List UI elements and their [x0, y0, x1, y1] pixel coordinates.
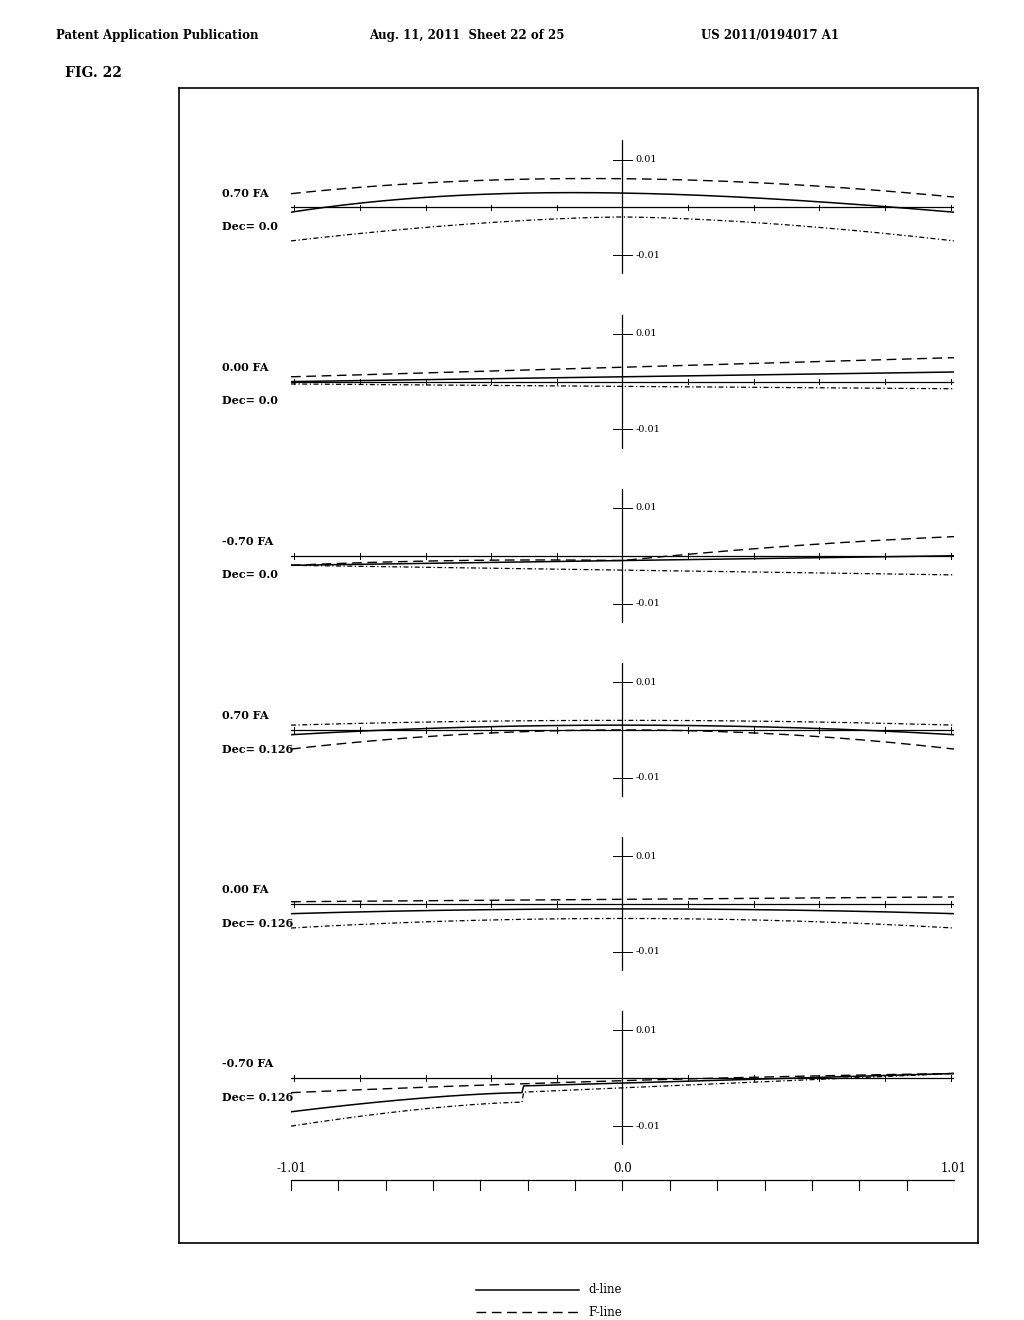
Text: US 2011/0194017 A1: US 2011/0194017 A1 — [701, 29, 840, 42]
Text: -0.70 FA: -0.70 FA — [222, 1059, 273, 1069]
Text: 0.01: 0.01 — [636, 329, 657, 338]
Text: 0.00 FA: 0.00 FA — [222, 362, 268, 372]
Text: 0.01: 0.01 — [636, 851, 657, 861]
Text: Dec= 0.126: Dec= 0.126 — [222, 1092, 293, 1104]
Text: -0.01: -0.01 — [636, 948, 660, 957]
Text: -0.01: -0.01 — [636, 425, 660, 434]
Text: 0.01: 0.01 — [636, 1026, 657, 1035]
Text: Dec= 0.0: Dec= 0.0 — [222, 395, 278, 407]
Text: -0.01: -0.01 — [636, 599, 660, 609]
Text: 0.01: 0.01 — [636, 677, 657, 686]
Text: d-line: d-line — [589, 1283, 623, 1296]
Text: Aug. 11, 2011  Sheet 22 of 25: Aug. 11, 2011 Sheet 22 of 25 — [369, 29, 564, 42]
Text: Patent Application Publication: Patent Application Publication — [56, 29, 259, 42]
Text: Dec= 0.126: Dec= 0.126 — [222, 917, 293, 929]
Text: F-line: F-line — [589, 1305, 623, 1319]
Text: -0.01: -0.01 — [636, 251, 660, 260]
Text: 0.70 FA: 0.70 FA — [222, 187, 268, 198]
Text: 0.00 FA: 0.00 FA — [222, 884, 268, 895]
Text: 0.01: 0.01 — [636, 154, 657, 164]
Text: -0.01: -0.01 — [636, 1122, 660, 1131]
Text: 0.70 FA: 0.70 FA — [222, 710, 268, 721]
Text: Dec= 0.0: Dec= 0.0 — [222, 569, 278, 581]
Text: -0.01: -0.01 — [636, 774, 660, 783]
Text: Dec= 0.126: Dec= 0.126 — [222, 743, 293, 755]
Text: Dec= 0.0: Dec= 0.0 — [222, 220, 278, 232]
Text: 0.01: 0.01 — [636, 503, 657, 512]
Text: -0.70 FA: -0.70 FA — [222, 536, 273, 546]
Text: FIG. 22: FIG. 22 — [65, 66, 122, 81]
